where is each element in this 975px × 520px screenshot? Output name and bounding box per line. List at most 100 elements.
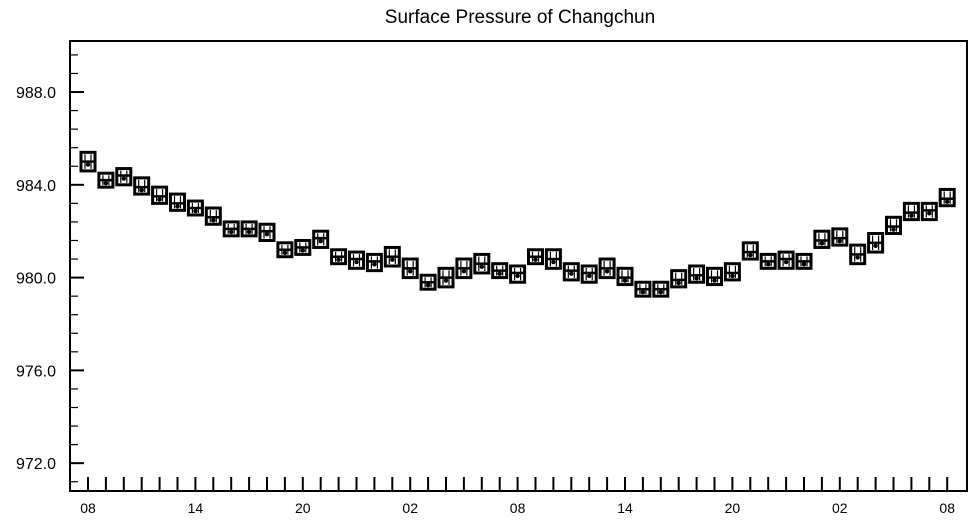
box-mark [169,192,186,212]
box-mean-dot [712,278,717,283]
box-mean-dot [103,180,109,186]
box-mean-dot [479,264,484,269]
box-mark [580,264,598,284]
chart-boxes [79,150,956,298]
x-tick-label: 20 [725,500,741,516]
chart-title: Surface Pressure of Changchun [385,7,655,28]
box-mean-dot [211,218,216,223]
box-mark [777,250,795,270]
box-mark [562,262,580,282]
box-mean-dot [139,187,144,193]
box-mark [437,266,455,289]
box-mean-dot [175,204,180,209]
box-mean-dot [300,248,305,253]
box-mark [491,262,509,280]
box-mean-dot [927,211,932,216]
box-mean-dot [604,269,610,274]
box-mean-dot [748,252,753,258]
box-mark [813,229,831,249]
y-tick-label: 972.0 [16,456,56,473]
box-mark [741,241,759,261]
box-mean-dot [819,241,825,246]
box-mean-dot [229,229,234,235]
box-mark [455,257,473,280]
box-mark [294,238,312,256]
box-mark [383,245,401,268]
box-mean-dot [658,289,663,295]
box-mark [473,252,491,275]
box-mean-dot [873,243,878,249]
box-mean-dot [945,199,950,204]
box-mean-dot [587,273,592,279]
y-tick-label: 976.0 [16,363,56,380]
box-mark [133,176,151,196]
box-mean-dot [408,269,413,274]
box-mark [186,199,204,217]
box-mark [348,250,365,270]
box-mean-dot [855,255,860,260]
box-mark [598,257,616,280]
box-mean-dot [372,262,377,267]
box-mean-dot [193,208,198,214]
chart-tick-labels: 972.0 976.0 980.0 984.0 988.0 08 14 20 02 08 14 20 0… [16,85,955,516]
box-mark [527,248,544,266]
box-mean-dot [694,276,699,281]
box-mark [401,257,419,280]
box-mean-dot [783,259,789,265]
box-mean-dot [515,273,520,279]
x-tick-label: 14 [617,500,633,516]
box-mean-dot [766,262,771,267]
box-mark [652,280,670,298]
box-mark [634,280,652,298]
box-mean-dot [569,271,574,276]
box-mean-dot [443,278,449,283]
y-tick-label: 988.0 [16,85,56,102]
box-mean-dot [909,213,914,218]
box-mark [831,227,849,247]
x-tick-label: 02 [832,500,848,516]
box-mark [330,248,348,266]
y-tick-label: 984.0 [16,178,56,195]
box-mark [759,252,777,270]
chart-axes [69,40,968,492]
box-mark [885,215,902,236]
box-mark [509,264,527,284]
box-mark [616,266,634,287]
box-mean-dot [640,289,646,295]
x-tick-label: 02 [402,500,418,516]
box-mark [312,229,330,249]
box-mark [938,187,956,208]
y-tick-label: 980.0 [16,271,56,288]
box-mark [115,167,133,187]
box-mean-dot [676,280,681,286]
box-mark [222,220,240,238]
box-mark [920,201,938,222]
box-mean-dot [891,227,896,232]
box-mean-dot [121,176,127,181]
box-mark [419,273,437,291]
x-tick-label: 08 [510,500,526,516]
x-tick-label: 08 [939,500,955,516]
box-mean-dot [85,162,91,167]
box-mark [97,171,115,189]
box-mark [706,266,723,287]
box-mark [79,150,97,173]
box-mean-dot [461,269,467,274]
box-mean-dot [730,273,735,279]
box-mark [544,248,562,270]
box-mark [795,252,813,270]
box-mean-dot [336,257,341,262]
box-mean-dot [354,259,359,265]
box-mark [258,222,276,242]
x-tick-label: 08 [80,500,96,516]
box-mean-dot [497,271,502,276]
box-mark [849,243,867,266]
box-mark [867,232,885,254]
x-tick-label: 14 [188,500,204,516]
box-mark [723,262,741,282]
box-mark [688,264,706,284]
box-mean-dot [837,238,842,244]
box-mark [151,185,169,205]
box-mark [204,206,222,226]
